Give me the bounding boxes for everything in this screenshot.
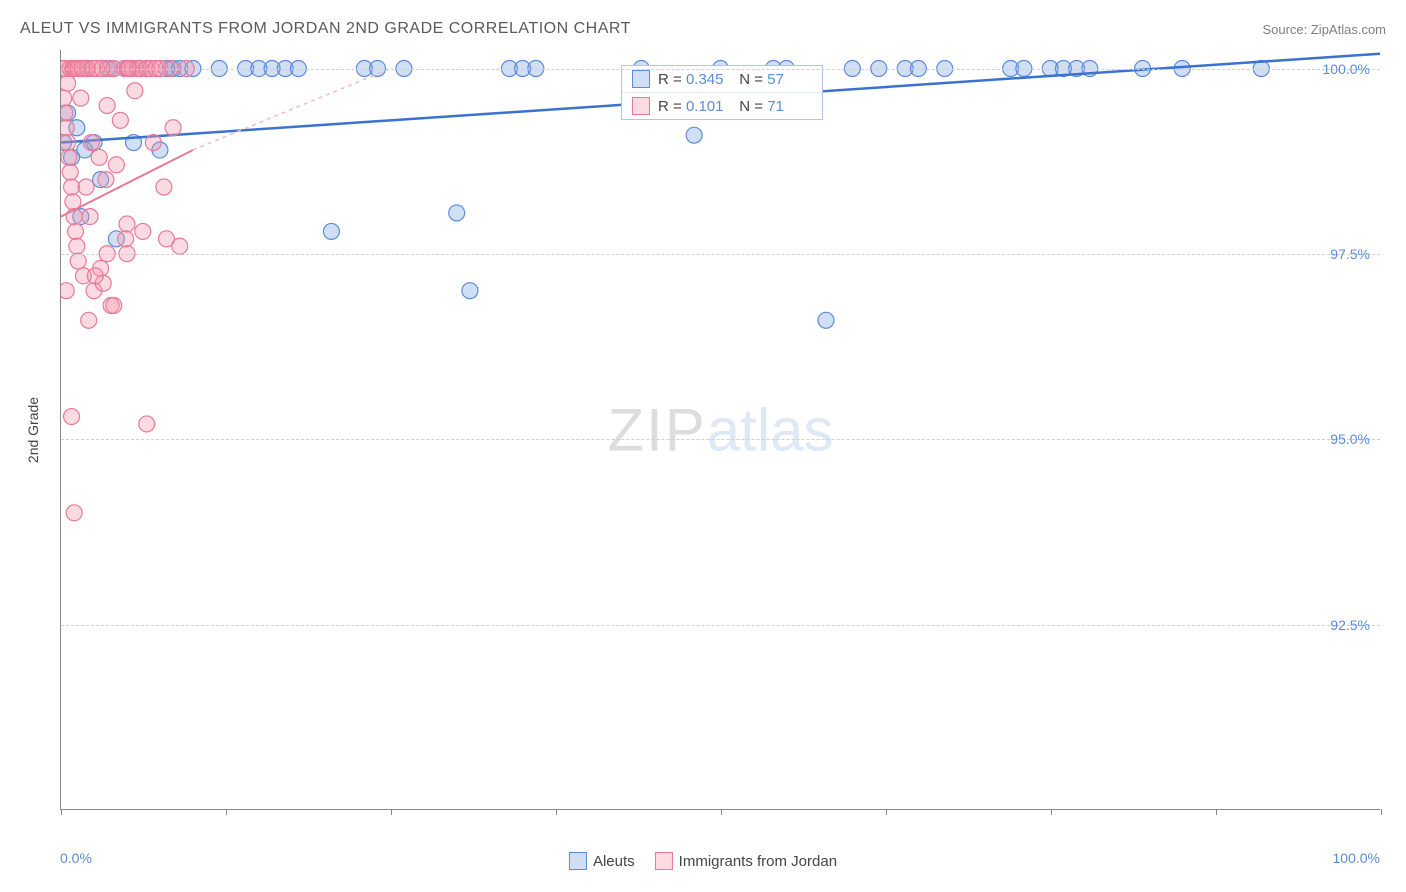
scatter-point-jordan: [145, 135, 161, 151]
scatter-point-jordan: [139, 416, 155, 432]
scatter-point-jordan: [87, 268, 103, 284]
scatter-point-aleuts: [462, 283, 478, 299]
scatter-point-jordan: [165, 120, 181, 136]
x-tick: [61, 809, 62, 815]
x-tick: [391, 809, 392, 815]
gridline-horizontal: [61, 439, 1380, 440]
scatter-point-jordan: [62, 164, 78, 180]
bottom-legend-label: Immigrants from Jordan: [679, 853, 837, 870]
y-tick-label: 95.0%: [1330, 431, 1370, 447]
x-tick: [556, 809, 557, 815]
trendline-jordan: [193, 69, 391, 150]
y-tick-label: 97.5%: [1330, 246, 1370, 262]
bottom-legend-swatch-jordan: [655, 852, 673, 870]
scatter-point-aleuts: [818, 312, 834, 328]
scatter-point-aleuts: [686, 127, 702, 143]
x-tick: [721, 809, 722, 815]
x-tick: [226, 809, 227, 815]
scatter-point-jordan: [64, 179, 80, 195]
scatter-point-jordan: [61, 135, 76, 151]
bottom-legend-item-jordan: Immigrants from Jordan: [655, 852, 837, 870]
scatter-point-jordan: [73, 90, 89, 106]
legend-stats-row-aleuts: R = 0.345 N = 57: [622, 66, 822, 92]
scatter-point-jordan: [64, 409, 80, 425]
scatter-point-jordan: [127, 83, 143, 99]
scatter-point-jordan: [69, 238, 85, 254]
title-row: ALEUT VS IMMIGRANTS FROM JORDAN 2ND GRAD…: [20, 20, 1386, 38]
scatter-point-jordan: [61, 283, 74, 299]
legend-stats-text: R = 0.101 N = 71: [658, 98, 812, 115]
scatter-point-jordan: [61, 105, 73, 121]
gridline-horizontal: [61, 69, 1380, 70]
scatter-point-jordan: [61, 90, 72, 106]
scatter-point-jordan: [82, 209, 98, 225]
scatter-point-jordan: [112, 112, 128, 128]
scatter-point-jordan: [70, 253, 86, 269]
bottom-legend-label: Aleuts: [593, 853, 635, 870]
source-label: Source: ZipAtlas.com: [1262, 22, 1386, 37]
y-tick-label: 100.0%: [1323, 61, 1370, 77]
scatter-point-jordan: [68, 223, 84, 239]
scatter-point-jordan: [119, 216, 135, 232]
x-axis-min-label: 0.0%: [60, 850, 92, 866]
legend-stats-row-jordan: R = 0.101 N = 71: [622, 92, 822, 119]
scatter-point-jordan: [98, 172, 114, 188]
plot-svg: [61, 50, 1380, 809]
scatter-point-jordan: [61, 75, 76, 91]
x-tick: [1216, 809, 1217, 815]
x-tick: [1051, 809, 1052, 815]
x-tick: [886, 809, 887, 815]
scatter-point-jordan: [135, 223, 151, 239]
plot-area: ZIPatlas R = 0.345 N = 57R = 0.101 N = 7…: [60, 50, 1380, 810]
legend-swatch-aleuts: [632, 70, 650, 88]
scatter-point-jordan: [156, 179, 172, 195]
scatter-point-aleuts: [323, 223, 339, 239]
scatter-point-jordan: [172, 238, 188, 254]
legend-swatch-jordan: [632, 97, 650, 115]
scatter-point-jordan: [61, 149, 77, 165]
gridline-horizontal: [61, 625, 1380, 626]
legend-stats-box: R = 0.345 N = 57 R = 0.101 N = 71: [621, 65, 823, 120]
bottom-legend: Aleuts Immigrants from Jordan: [569, 852, 837, 870]
scatter-point-jordan: [78, 179, 94, 195]
scatter-point-aleuts: [449, 205, 465, 221]
scatter-point-jordan: [99, 98, 115, 114]
x-tick: [1381, 809, 1382, 815]
chart-container: ALEUT VS IMMIGRANTS FROM JORDAN 2ND GRAD…: [0, 0, 1406, 892]
legend-stats-text: R = 0.345 N = 57: [658, 71, 812, 88]
scatter-point-jordan: [106, 297, 122, 313]
chart-title: ALEUT VS IMMIGRANTS FROM JORDAN 2ND GRAD…: [20, 20, 631, 38]
scatter-point-jordan: [91, 149, 107, 165]
scatter-point-jordan: [61, 120, 74, 136]
scatter-point-jordan: [66, 505, 82, 521]
scatter-point-jordan: [108, 157, 124, 173]
bottom-legend-item-aleuts: Aleuts: [569, 852, 635, 870]
y-tick-label: 92.5%: [1330, 617, 1370, 633]
bottom-legend-swatch-aleuts: [569, 852, 587, 870]
scatter-point-jordan: [118, 231, 134, 247]
x-axis-max-label: 100.0%: [1333, 850, 1380, 866]
y-axis-title: 2nd Grade: [25, 397, 41, 463]
scatter-point-jordan: [81, 312, 97, 328]
scatter-point-jordan: [83, 135, 99, 151]
gridline-horizontal: [61, 254, 1380, 255]
